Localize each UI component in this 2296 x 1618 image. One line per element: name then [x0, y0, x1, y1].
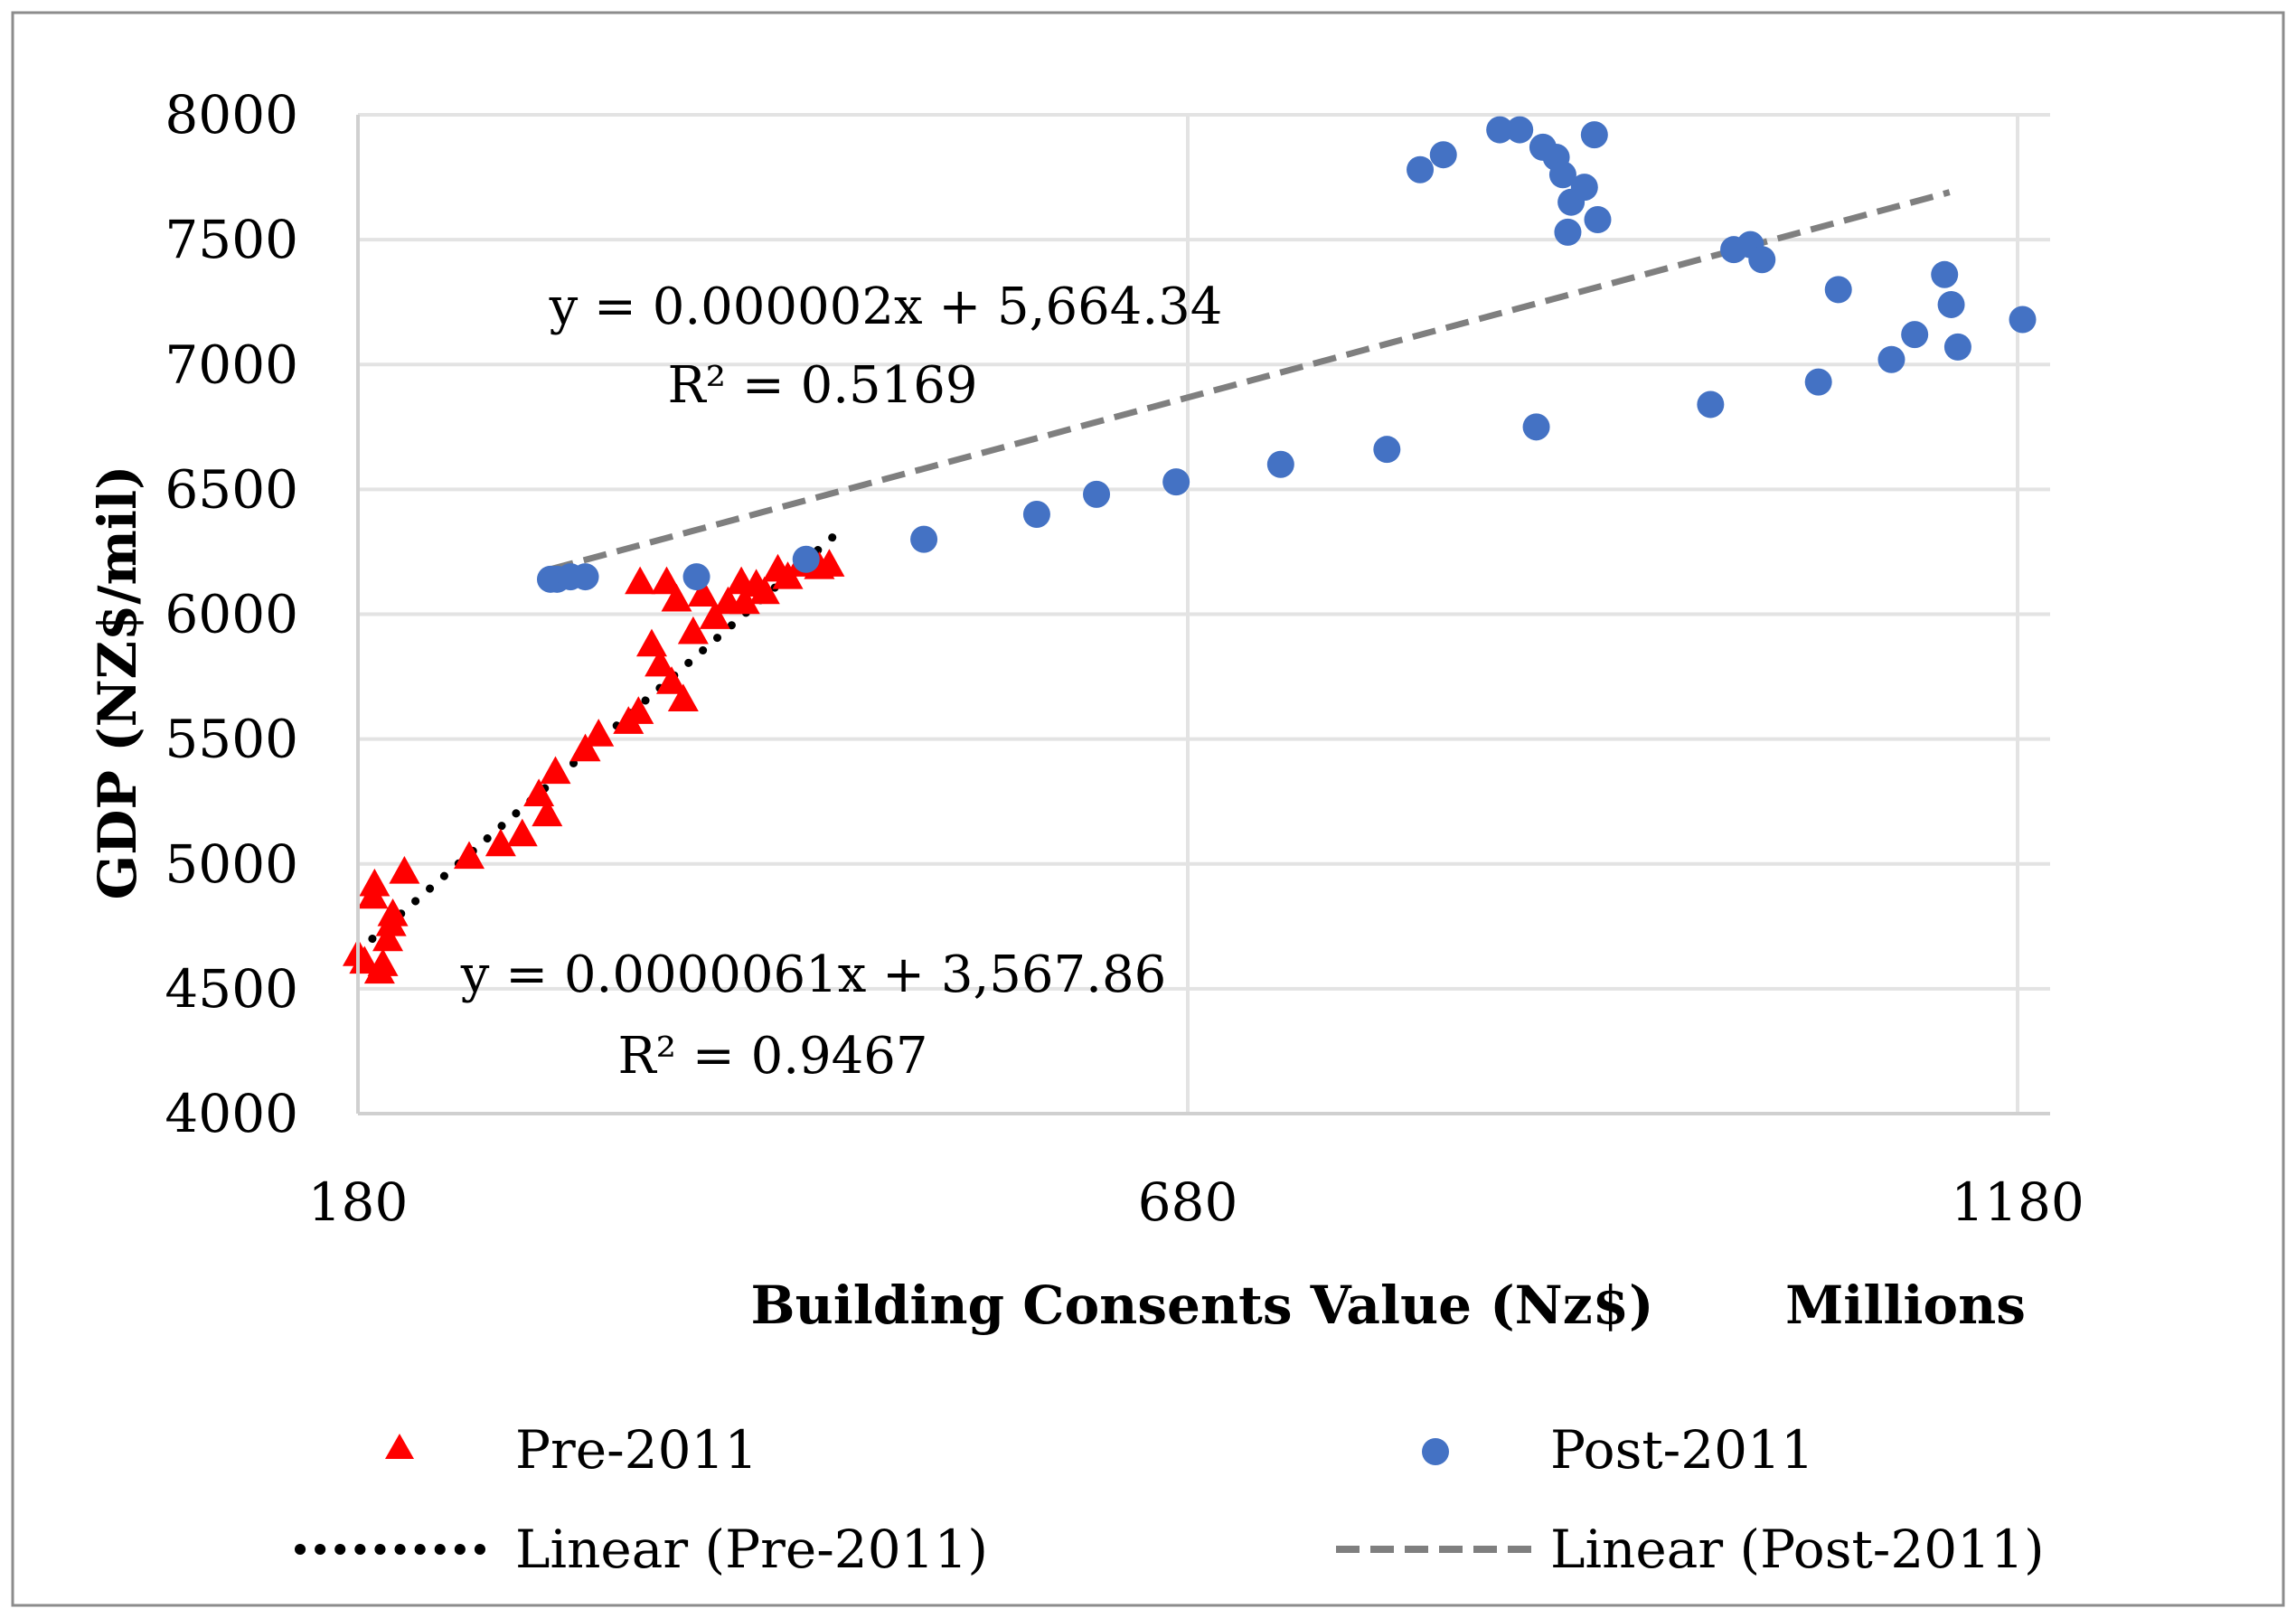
post-2011-point: [1877, 345, 1905, 373]
pre-2011-point: [814, 549, 845, 577]
pre-2011-point: [485, 828, 516, 857]
post-2011-point: [1901, 321, 1929, 349]
pre-2011-point: [523, 778, 555, 806]
x-tick-label: 1180: [1951, 1171, 2084, 1233]
gridlines: [358, 113, 2050, 1114]
pre-2011-point: [667, 683, 699, 712]
post-2011-point: [1506, 116, 1534, 144]
pre-2011-point: [748, 576, 780, 605]
pre-2011-r2: R² = 0.9467: [617, 1027, 927, 1086]
post-2011-point: [1548, 161, 1576, 189]
post-2011-point: [1022, 501, 1050, 528]
legend-post-2011-label: Post-2011: [1550, 1419, 1814, 1481]
post-2011-trendline: [550, 189, 1951, 573]
post-2011-point: [1580, 121, 1608, 149]
y-tick-label: 6500: [165, 458, 298, 520]
post-2011-point: [1931, 260, 1959, 288]
pre-2011-point: [367, 948, 399, 976]
post-2011-r2: R² = 0.5169: [667, 356, 977, 415]
legend-pre-2011-marker: [385, 1434, 414, 1459]
y-tick-label: 6000: [165, 584, 298, 645]
pre-2011-point: [661, 583, 692, 612]
tick-labels: 4000 4500 5000 5500 6000 6500 7000 7500 8000 180 6…: [165, 84, 2084, 1233]
post-2011-point: [1486, 116, 1514, 144]
x-tick-label: 680: [1138, 1171, 1238, 1233]
y-axis-title: GDP (NZ$/mil): [87, 466, 148, 900]
y-tick-label: 5500: [165, 709, 298, 770]
pre-2011-point: [625, 566, 656, 595]
post-2011-point: [1083, 480, 1111, 508]
x-axis-title: Building Consents Value (Nz$): [751, 1275, 1654, 1336]
post-2011-point: [2009, 306, 2037, 334]
post-2011-point: [1824, 276, 1852, 304]
chart-frame: [11, 11, 2285, 1607]
y-tick-label: 4500: [165, 958, 298, 1020]
pre-2011-point: [372, 923, 404, 952]
trendlines: [353, 189, 1951, 955]
post-2011-point: [1748, 246, 1776, 274]
post-2011-point: [682, 563, 710, 591]
pre-2011-point: [651, 566, 682, 595]
post-2011-point: [1943, 333, 1971, 361]
pre-2011-point: [635, 628, 667, 657]
post-2011-point: [1937, 290, 1965, 318]
legend-post-2011-marker: [1422, 1438, 1449, 1465]
post-2011-point: [1266, 450, 1294, 478]
legend-post-2011-trend-label: Linear (Post-2011): [1550, 1519, 2045, 1580]
pre-2011-point: [569, 733, 601, 762]
pre-2011-point: [532, 798, 563, 827]
pre-2011-equation: y = 0.0000061x + 3,567.86: [460, 945, 1166, 1004]
pre-2011-point: [377, 898, 409, 927]
legend-pre-2011-label: Pre-2011: [515, 1419, 757, 1481]
post-2011-point: [1584, 206, 1612, 234]
post-2011-point: [910, 525, 938, 553]
pre-2011-point: [389, 856, 420, 884]
pre-2011-point: [454, 841, 485, 870]
post-2011-point: [1522, 413, 1550, 441]
y-tick-label: 4000: [165, 1083, 298, 1144]
pre-2011-point: [656, 666, 688, 694]
post-2011-point: [1429, 141, 1457, 169]
y-tick-label: 8000: [165, 84, 298, 146]
post-2011-equation: y = 0.000002x + 5,664.34: [549, 278, 1223, 336]
post-2011-point: [1407, 155, 1435, 183]
x-axis-unit: Millions: [1785, 1275, 2026, 1336]
pre-2011-point: [506, 818, 538, 847]
post-2011-point: [1570, 174, 1598, 202]
legend: Pre-2011 Post-2011 Linear (Pre-2011) Lin…: [295, 1419, 2045, 1580]
legend-pre-2011-trend-label: Linear (Pre-2011): [515, 1519, 988, 1580]
post-2011-point: [1804, 368, 1832, 396]
pre-2011-point: [687, 579, 719, 607]
y-tick-label: 7500: [165, 209, 298, 270]
pre-2011-point: [540, 756, 571, 785]
pre-2011-point: [583, 719, 615, 747]
pre-2011-point: [729, 586, 760, 615]
pre-2011-point: [623, 696, 654, 724]
y-tick-label: 5000: [165, 833, 298, 895]
pre-2011-point: [645, 648, 676, 677]
post-2011-point: [1162, 468, 1190, 496]
post-2011-point: [1554, 218, 1582, 246]
post-2011-point: [1373, 436, 1401, 464]
x-tick-label: 180: [308, 1171, 409, 1233]
pre-2011-point: [677, 616, 709, 644]
post-2011-point: [792, 545, 820, 573]
y-tick-label: 7000: [165, 334, 298, 395]
post-2011-point: [1697, 390, 1725, 419]
post-2011-point: [571, 563, 599, 591]
pre-2011-point: [359, 868, 391, 897]
pre-2011-point: [699, 601, 730, 629]
